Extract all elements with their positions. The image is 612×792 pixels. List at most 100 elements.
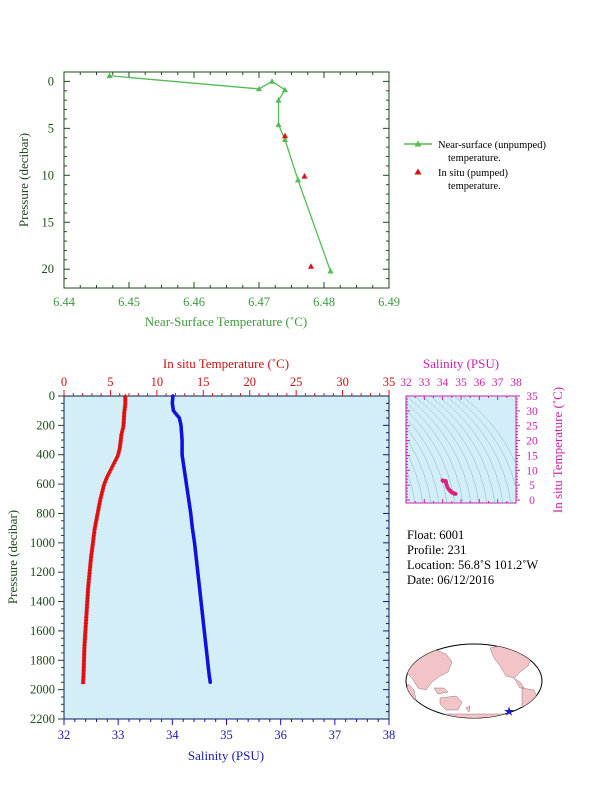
near-surface-point <box>294 176 302 183</box>
near-surface-point <box>255 85 263 92</box>
ts-temperature-tick-label: 15 <box>526 450 538 462</box>
y-tick-label: 10 <box>42 168 55 182</box>
ts-salinity-tick-label: 32 <box>400 377 412 389</box>
ts-salinity-tick-label: 38 <box>510 377 522 389</box>
x-tick-label: 6.47 <box>248 295 270 309</box>
density-contour <box>461 396 516 465</box>
ts-salinity-tick-label: 33 <box>419 377 431 389</box>
near-surface-marks <box>106 72 334 274</box>
ts-temperature-tick-label: 5 <box>529 480 535 492</box>
legend-marker-near-surface <box>414 140 422 147</box>
temperature-tick-label: 25 <box>290 375 303 389</box>
pressure-tick-label: 0 <box>49 389 55 403</box>
top-legend: Near-surface (unpumped) temperature. In s… <box>404 140 546 192</box>
ts-axis-ticks <box>405 395 520 503</box>
ts-point <box>453 491 458 496</box>
ts-diagram: 32 33 34 35 36 37 38 0 5 10 15 20 25 30 35 Salinity (… <box>400 356 565 513</box>
ts-temperature-tick-label: 25 <box>526 421 538 433</box>
ts-salinity-axis-label: Salinity (PSU) <box>423 356 499 371</box>
temperature-point <box>80 679 86 685</box>
density-contour <box>445 396 512 503</box>
density-contour <box>406 409 456 503</box>
date: Date: 06/12/2016 <box>407 573 494 587</box>
density-contour <box>453 396 516 490</box>
y-tick-label: 0 <box>48 74 54 88</box>
salinity-tick-label: 34 <box>166 728 179 742</box>
temperature-tick-label: 10 <box>151 375 164 389</box>
density-contour <box>406 427 440 503</box>
temperature-marks <box>80 393 128 685</box>
pressure-tick-label: 1800 <box>30 653 55 667</box>
ts-temperature-tick-label: 35 <box>526 391 538 403</box>
top-plot-frame <box>63 71 390 289</box>
in-situ-point <box>307 263 315 269</box>
y-tick-label: 20 <box>42 262 55 276</box>
near-surface-chart: 6.44 6.45 6.46 6.47 6.48 6.49 0 5 10 15 20 Near-S… <box>16 71 546 329</box>
temperature-tick-labels: 0 5 10 15 20 25 30 35 <box>61 375 395 389</box>
density-contour <box>437 396 504 503</box>
near-surface-point <box>268 78 276 84</box>
salinity-tick-labels: 32 33 34 35 36 37 38 <box>58 728 396 742</box>
near-surface-point <box>275 96 282 103</box>
pressure-tick-label: 400 <box>36 448 55 462</box>
y-tick-label: 5 <box>48 121 54 135</box>
x-tick-label: 6.48 <box>313 295 335 309</box>
ts-temperature-tick-label: 20 <box>526 436 538 448</box>
near-surface-point <box>281 136 289 143</box>
profile-chart: 0 5 10 15 20 25 30 35 32 33 34 35 36 37 38 0 200 400 600… <box>5 356 395 763</box>
salinity-axis-label: Salinity (PSU) <box>188 748 264 763</box>
salinity-tick-label: 38 <box>383 728 396 742</box>
pressure-tick-label: 800 <box>36 506 55 520</box>
density-contour <box>406 417 448 503</box>
legend-label-in-situ: In situ (pumped) temperature. <box>438 168 508 192</box>
x-tick-label: 6.44 <box>53 295 76 309</box>
salinity-point <box>208 680 213 685</box>
salinity-tick-label: 32 <box>58 728 71 742</box>
x-tick-label: 6.46 <box>183 295 205 309</box>
float-id: Float: 6001 <box>407 528 464 542</box>
ts-salinity-tick-label: 34 <box>437 377 449 389</box>
density-contour <box>429 396 496 503</box>
profile-number: Profile: 231 <box>407 543 466 557</box>
top-y-tick-labels: 0 5 10 15 20 <box>42 74 55 276</box>
temperature-tick-label: 5 <box>107 375 113 389</box>
density-contour <box>406 402 464 503</box>
pressure-tick-label: 600 <box>36 477 55 491</box>
x-tick-label: 6.49 <box>378 295 400 309</box>
location: Location: 56.8˚S 101.2˚W <box>407 558 538 572</box>
top-y-axis-label: Pressure (decibar) <box>16 133 31 227</box>
pressure-tick-labels: 0 200 400 600 800 1000 1200 1400 1600 1800 2000 220… <box>30 389 55 726</box>
ts-salinity-tick-label: 35 <box>455 377 467 389</box>
near-surface-point <box>275 121 282 127</box>
top-x-tick-labels: 6.44 6.45 6.46 6.47 6.48 6.49 <box>53 295 400 309</box>
pressure-tick-label: 1600 <box>30 624 55 638</box>
x-tick-label: 6.45 <box>118 295 140 309</box>
ts-temperature-tick-label: 0 <box>529 495 535 507</box>
profile-axis-ticks <box>58 390 390 725</box>
temperature-tick-label: 35 <box>383 375 396 389</box>
top-x-axis-label: Near-Surface Temperature (˚C) <box>145 314 307 329</box>
y-tick-label: 15 <box>42 215 55 229</box>
ts-marks <box>440 478 458 496</box>
near-surface-point <box>281 86 289 93</box>
density-contour <box>406 396 472 503</box>
ts-temperature-tick-label: 30 <box>526 406 538 418</box>
temperature-tick-label: 20 <box>243 375 256 389</box>
near-surface-point <box>327 267 334 274</box>
ts-temperature-tick-label: 10 <box>526 465 538 477</box>
salinity-tick-label: 37 <box>329 728 342 742</box>
ts-temperature-axis-label: In situ Temperature (˚C) <box>550 387 565 513</box>
pressure-tick-label: 1400 <box>30 595 55 609</box>
pressure-tick-label: 200 <box>36 418 55 432</box>
pressure-tick-label: 1200 <box>30 565 55 579</box>
legend-marker-in-situ <box>414 168 422 175</box>
legend-label-near-surface: Near-surface (unpumped) temperature. <box>438 140 546 164</box>
ts-temperature-tick-labels: 0 5 10 15 20 25 30 35 <box>526 391 538 507</box>
profile-plot-area <box>63 395 390 720</box>
star-icon <box>504 706 514 716</box>
near-surface-point <box>106 72 113 79</box>
ts-salinity-tick-label: 37 <box>492 377 504 389</box>
pressure-tick-label: 2000 <box>30 683 55 697</box>
pressure-tick-label: 1000 <box>30 536 55 550</box>
